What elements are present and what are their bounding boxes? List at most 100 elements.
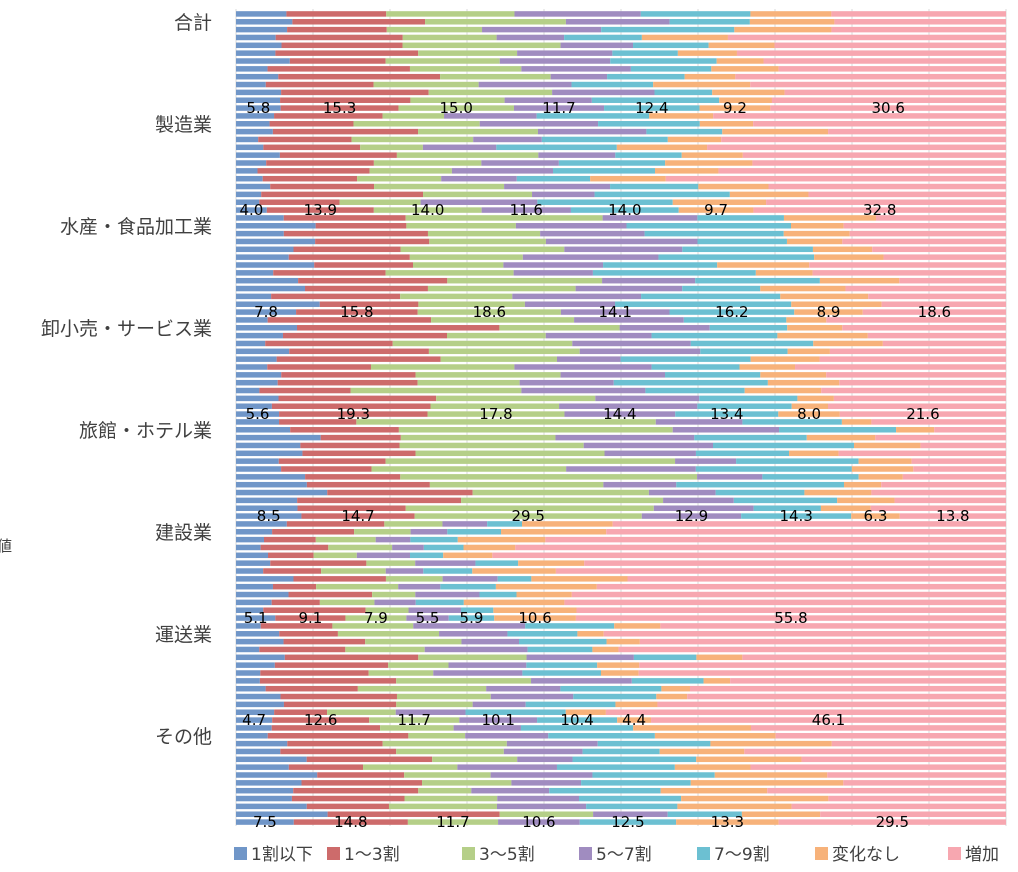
bar-segment	[280, 97, 411, 103]
bar-segment	[422, 780, 512, 786]
bar-segment	[453, 725, 521, 731]
category-label: 建設業	[155, 522, 212, 544]
bar-segment	[592, 270, 756, 276]
bar-segment	[465, 709, 566, 715]
bar-segment	[506, 740, 598, 747]
bar-segment	[460, 607, 494, 613]
data-labels: 5.8 15.3 15.0 11.7 12.4 9.2 30.6 4.0 13.9 14.0 11.…	[239, 99, 969, 831]
bar-segment	[271, 599, 320, 606]
bar-segment	[519, 638, 607, 645]
legend-label: 7〜9割	[714, 845, 770, 865]
data-label: 12.9	[675, 507, 708, 525]
bar-segment	[651, 364, 740, 370]
bar-segment	[665, 175, 1006, 182]
bar-segment	[584, 560, 1006, 566]
bar-segment	[819, 356, 1006, 362]
bar-segment	[697, 215, 784, 221]
bar-segment	[578, 795, 682, 802]
bar-segment	[871, 419, 1006, 425]
bar-segment-total	[280, 105, 399, 111]
bar-segment	[392, 544, 424, 551]
bar-segment	[719, 97, 772, 103]
bar-segment	[492, 552, 1007, 559]
bar-segment	[610, 183, 699, 190]
bar-segment	[787, 348, 830, 355]
bar-segment	[655, 168, 719, 174]
data-label: 12.6	[304, 711, 337, 729]
bar-segment	[710, 740, 832, 747]
bar-segment-total	[293, 819, 408, 825]
bar-segment	[321, 568, 386, 574]
bar-segment	[236, 301, 320, 307]
bar-segment	[605, 709, 1006, 715]
legend-label: 1〜3割	[344, 845, 400, 865]
bar-segment	[640, 11, 751, 17]
bar-segment	[560, 42, 634, 49]
bar-segment	[360, 144, 423, 151]
bar-segment	[820, 811, 1006, 817]
bar-segment	[345, 646, 425, 653]
data-label: 9.1	[298, 609, 322, 627]
bar-segment	[283, 638, 366, 645]
bar-segment-total	[675, 411, 779, 417]
bar-segment	[277, 379, 418, 386]
bar-segment	[236, 772, 318, 778]
bar-segment-total	[236, 615, 276, 621]
bar-segment	[526, 654, 634, 661]
bar-segment	[337, 631, 440, 637]
bar-segment-total	[236, 513, 302, 519]
data-label: 7.5	[253, 813, 277, 831]
bar-segment	[386, 26, 483, 33]
bar-segment	[236, 623, 261, 629]
bar-segment	[564, 599, 1006, 606]
bar-segment	[356, 419, 656, 425]
legend-swatch	[327, 847, 340, 860]
bar-segment	[537, 199, 673, 205]
bar-segment	[298, 277, 448, 284]
bar-segment	[882, 340, 1006, 347]
bar-segment	[545, 332, 652, 339]
bar-segment	[282, 332, 448, 339]
bar-segment	[497, 576, 532, 582]
bar-segment	[672, 199, 767, 205]
bar-segment	[287, 740, 383, 747]
bar-segment	[415, 599, 464, 606]
bar-segment	[722, 128, 829, 135]
bar-segment	[594, 191, 730, 198]
bar-segment	[415, 560, 476, 566]
bar-segment	[332, 623, 414, 629]
bar-segment	[496, 34, 565, 41]
bar-segment	[354, 529, 411, 535]
bar-segment	[819, 277, 900, 284]
bar-segment	[306, 756, 433, 763]
bar-segment	[531, 576, 628, 582]
bar-segment	[683, 317, 787, 323]
bar-segment	[511, 780, 582, 786]
bar-segment	[699, 395, 798, 402]
bar-segment	[574, 317, 684, 323]
bar-segment	[558, 160, 666, 166]
bar-segment	[842, 325, 1006, 331]
bar-segment	[658, 254, 815, 260]
data-label: 11.7	[398, 711, 431, 729]
bar-segment	[475, 560, 519, 566]
bar-segment	[481, 160, 559, 166]
bar-segment	[654, 733, 776, 739]
bar-segment	[436, 395, 596, 402]
bar-segment	[236, 756, 307, 763]
bar-segment	[813, 340, 883, 347]
bar-segment-total	[407, 819, 499, 825]
bar-segment	[881, 481, 1006, 488]
bar-segment	[428, 89, 553, 96]
bar-segment	[305, 474, 401, 480]
bar-segment	[607, 73, 685, 80]
bar-segment	[236, 136, 259, 143]
data-label: 13.9	[304, 201, 337, 219]
bar-segment	[370, 364, 515, 370]
bar-segment	[236, 364, 268, 370]
bar-segment	[677, 50, 737, 56]
bar-segment	[236, 811, 328, 817]
bar-segment	[388, 803, 497, 810]
bar-segment	[373, 160, 482, 166]
bar-segment	[236, 230, 284, 237]
